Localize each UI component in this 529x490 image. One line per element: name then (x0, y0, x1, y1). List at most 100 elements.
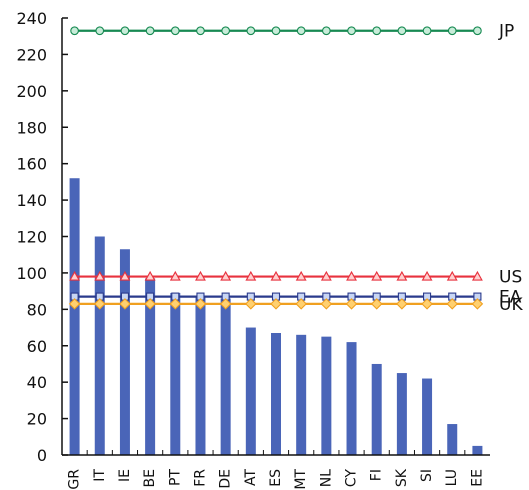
marker-jp (397, 26, 407, 36)
marker-jp (196, 26, 205, 36)
series-label-ea: EA (499, 288, 522, 308)
y-tick-label: 140 (16, 191, 47, 210)
marker-us (396, 270, 408, 281)
y-tick-label: 200 (16, 82, 47, 101)
series-label-uk: UK (499, 295, 523, 315)
marker-jp (473, 26, 482, 36)
bar-it (94, 236, 105, 455)
series-jp: JP (70, 22, 514, 42)
x-tick-label: MT (293, 469, 309, 490)
bar-be (145, 278, 156, 455)
bar-mt (296, 334, 307, 455)
marker-uk (68, 298, 81, 310)
marker-us (220, 270, 232, 281)
y-axis: 0 20 40 60 80 100 120 140 160 180 200 220 240 (16, 9, 68, 465)
bar-gr (69, 178, 80, 455)
x-tick-label: IT (92, 469, 108, 482)
marker-jp (95, 26, 105, 36)
x-axis: GR IT IE BE PT FR DE AT ES MT NL CY FI SK SI LU EE (61, 450, 490, 490)
marker-uk (144, 298, 156, 310)
x-tick-label: CY (344, 469, 360, 488)
marker-jp (120, 26, 130, 36)
x-tick-label: FR (192, 469, 208, 487)
marker-jp (246, 26, 256, 36)
marker-uk (270, 298, 282, 310)
marker-uk (119, 298, 131, 310)
bar-cy (346, 342, 357, 455)
bar-pt (170, 292, 181, 455)
marker-jp (322, 26, 331, 36)
marker-jp (422, 26, 432, 36)
y-tick-label: 100 (16, 264, 47, 283)
bar-fi (371, 363, 382, 455)
marker-uk (396, 298, 408, 310)
marker-jp (170, 26, 180, 36)
x-tick-label: EE (469, 469, 485, 487)
marker-jp (447, 26, 457, 36)
marker-us (69, 270, 81, 281)
x-tick-label: ES (268, 469, 284, 487)
marker-us (421, 270, 433, 281)
marker-jp (271, 26, 281, 36)
marker-uk (295, 298, 307, 310)
marker-uk (93, 298, 106, 310)
bar-nl (321, 336, 332, 455)
marker-us (346, 270, 357, 281)
bar-at (245, 327, 256, 455)
x-tick-label: SK (394, 468, 410, 487)
marker-jp (145, 26, 155, 36)
marker-uk (219, 298, 232, 310)
y-tick-label: 40 (27, 373, 47, 392)
bar-ie (119, 249, 130, 455)
marker-us (270, 270, 282, 281)
bar-series (69, 178, 483, 455)
y-tick-label: 160 (16, 155, 47, 174)
x-tick-label: GR (67, 469, 83, 490)
marker-us (195, 270, 206, 281)
x-tick-label: FI (369, 469, 385, 481)
y-tick-label: 80 (27, 300, 47, 319)
x-tick-label: LU (444, 469, 460, 486)
marker-uk (245, 298, 257, 310)
y-tick-label: 0 (37, 446, 47, 465)
marker-us (169, 270, 181, 281)
x-tick-label: IE (117, 469, 133, 482)
marker-uk (194, 298, 207, 310)
marker-us (119, 270, 131, 281)
marker-jp (372, 26, 382, 36)
marker-uk (471, 298, 484, 310)
bar-es (271, 333, 281, 455)
marker-us (471, 270, 483, 281)
y-tick-label: 60 (27, 337, 47, 356)
series-us: US (69, 268, 522, 288)
y-tick-label: 180 (16, 118, 47, 137)
marker-uk (446, 298, 459, 310)
marker-us (144, 270, 156, 281)
marker-us (295, 270, 307, 281)
marker-us (371, 270, 383, 281)
marker-jp (70, 26, 79, 36)
marker-us (320, 270, 332, 281)
x-tick-label: SI (419, 469, 435, 482)
marker-us (446, 270, 458, 281)
x-tick-label: BE (142, 469, 158, 487)
series-label-jp: JP (498, 22, 514, 42)
bar-lu (447, 424, 458, 455)
bar-si (422, 378, 433, 455)
series-uk: UK (68, 295, 523, 315)
marker-uk (345, 298, 358, 310)
marker-jp (347, 26, 356, 36)
x-tick-label: DE (218, 469, 234, 489)
y-tick-label: 20 (27, 410, 47, 429)
x-tick-label: PT (167, 469, 183, 486)
x-tick-label: AT (243, 469, 259, 486)
marker-uk (421, 298, 433, 310)
y-tick-label: 240 (16, 9, 47, 28)
marker-jp (296, 26, 306, 36)
marker-us (245, 270, 257, 281)
marker-uk (320, 298, 333, 310)
x-tick-label: NL (318, 469, 334, 487)
y-tick-label: 220 (16, 45, 47, 64)
